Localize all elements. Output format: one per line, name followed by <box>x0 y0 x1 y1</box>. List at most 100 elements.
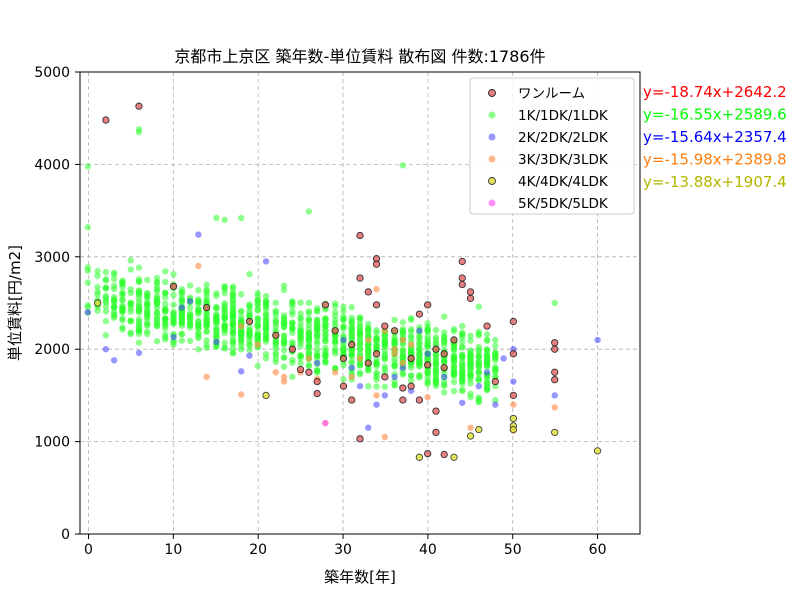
data-point <box>162 294 169 301</box>
data-point <box>391 316 398 324</box>
data-point <box>178 319 186 326</box>
data-point <box>195 329 202 337</box>
data-point <box>272 350 279 357</box>
data-point <box>313 316 321 324</box>
data-point <box>432 359 440 367</box>
data-point <box>356 320 364 327</box>
legend-marker <box>488 89 496 97</box>
data-point <box>424 394 431 401</box>
data-point <box>127 266 134 273</box>
data-point <box>407 377 415 384</box>
plot-frame <box>79 71 641 535</box>
data-point <box>424 449 432 458</box>
data-point <box>510 401 517 408</box>
data-point <box>365 320 372 328</box>
data-point <box>416 327 423 334</box>
data-point <box>186 310 194 317</box>
data-point <box>459 338 466 346</box>
data-point <box>416 373 423 380</box>
data-point <box>399 359 407 367</box>
data-point <box>170 291 177 299</box>
data-point <box>305 362 313 370</box>
data-point <box>407 328 415 335</box>
data-point <box>102 268 110 276</box>
data-point <box>551 428 559 437</box>
regression-equation: y=-18.74x+2642.2 <box>643 83 787 101</box>
data-point <box>221 216 228 224</box>
data-point <box>372 301 381 309</box>
data-point <box>467 366 474 373</box>
data-point <box>221 325 228 333</box>
data-point <box>441 389 448 396</box>
data-point <box>153 279 161 286</box>
data-point <box>322 353 329 360</box>
data-point <box>280 354 288 361</box>
data-point <box>356 329 364 337</box>
data-point <box>407 314 415 322</box>
legend-label: 1K/1DK/1LDK <box>518 108 609 124</box>
data-point <box>424 361 432 369</box>
data-point <box>313 377 321 386</box>
data-point <box>289 303 296 310</box>
data-point <box>135 349 143 357</box>
data-point <box>213 338 220 346</box>
data-point <box>551 404 558 411</box>
data-point <box>272 318 279 325</box>
data-point <box>399 319 407 326</box>
data-point <box>84 267 92 274</box>
data-point <box>441 329 448 336</box>
data-point <box>509 414 518 423</box>
data-point <box>195 321 202 328</box>
data-point <box>467 337 474 344</box>
data-point <box>322 335 329 342</box>
data-point <box>178 285 186 293</box>
data-point <box>356 382 364 390</box>
data-point <box>313 322 321 330</box>
legend-label: 5K/5DK/5LDK <box>518 196 609 212</box>
data-point <box>340 376 347 383</box>
data-point <box>331 369 339 376</box>
data-point <box>203 344 210 351</box>
data-point <box>170 333 177 341</box>
legend-label: ワンルーム <box>518 86 585 102</box>
data-point <box>459 329 466 336</box>
legend-marker <box>488 155 496 163</box>
data-point <box>313 345 321 352</box>
data-point <box>238 307 245 315</box>
data-point <box>391 350 398 358</box>
data-point <box>203 327 210 335</box>
data-point <box>94 288 101 296</box>
data-point <box>381 332 389 339</box>
data-point <box>500 355 507 362</box>
data-point <box>238 322 245 330</box>
data-point <box>153 338 161 345</box>
data-point <box>262 330 270 338</box>
data-point <box>84 303 92 311</box>
data-point <box>289 338 296 346</box>
data-point <box>127 305 134 312</box>
data-point <box>195 296 202 303</box>
data-point <box>475 395 482 403</box>
y-tick-label: 0 <box>61 527 70 543</box>
x-tick-label: 10 <box>164 542 182 558</box>
data-point <box>221 312 228 319</box>
data-point <box>153 320 161 327</box>
data-point <box>213 292 220 300</box>
data-point <box>254 315 261 322</box>
data-point <box>305 299 313 307</box>
data-point <box>297 299 304 306</box>
data-point <box>246 324 253 331</box>
data-point <box>492 401 499 408</box>
data-point <box>466 432 475 440</box>
data-point <box>459 334 466 341</box>
data-point <box>262 316 270 323</box>
data-point <box>195 346 202 353</box>
data-point <box>407 382 415 390</box>
data-point <box>195 300 202 308</box>
data-point <box>94 283 101 291</box>
data-point <box>416 344 423 352</box>
data-point <box>229 335 237 342</box>
data-point <box>450 387 458 395</box>
data-point <box>162 325 169 332</box>
data-point <box>135 316 143 323</box>
